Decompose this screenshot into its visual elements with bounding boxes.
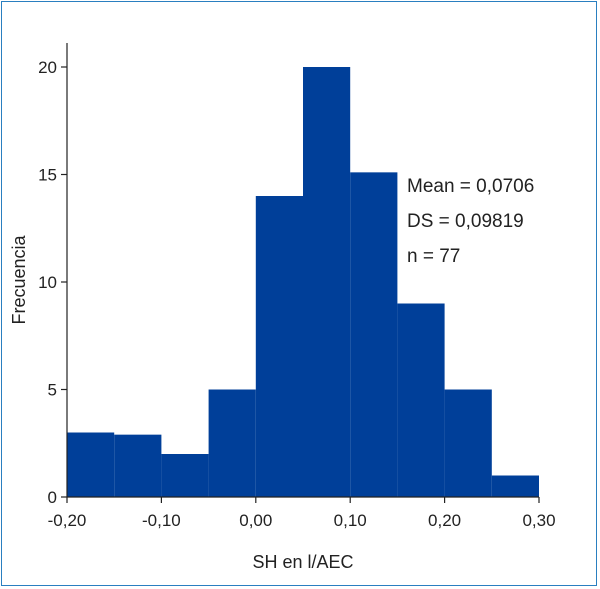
histogram-bar — [444, 389, 492, 497]
histogram-bar — [67, 432, 115, 497]
x-tick-label: -0,20 — [48, 511, 87, 530]
y-tick-label: 20 — [38, 58, 57, 77]
stat-n: n = 77 — [407, 246, 460, 267]
stat-mean: Mean = 0,0706 — [407, 176, 534, 197]
bars-group — [67, 67, 539, 497]
histogram-bar — [255, 196, 303, 497]
histogram-bar — [491, 475, 539, 497]
y-tick-label: 10 — [38, 273, 57, 292]
x-axis-title: SH en l/AEC — [252, 552, 353, 572]
histogram-bar — [114, 434, 162, 497]
x-tick-label: -0,10 — [142, 511, 181, 530]
x-tick-label: 0,00 — [239, 511, 272, 530]
y-tick-label: 0 — [48, 488, 57, 507]
stat-ds: DS = 0,09819 — [407, 211, 524, 232]
x-tick-label: 0,30 — [522, 511, 555, 530]
histogram-bar — [350, 172, 398, 497]
y-tick-label: 15 — [38, 166, 57, 185]
histogram-bar — [303, 67, 351, 497]
x-tick-label: 0,20 — [428, 511, 461, 530]
y-tick-label: 5 — [48, 381, 57, 400]
y-ticks-group: 0 5 10 15 20 — [38, 58, 67, 507]
axes-group — [66, 43, 539, 498]
histogram-bar — [161, 454, 209, 497]
histogram-bar — [208, 389, 256, 497]
histogram-bar — [397, 303, 445, 497]
x-tick-label: 0,10 — [334, 511, 367, 530]
y-axis-title: Frecuencia — [9, 234, 29, 324]
x-ticks-group: -0,20 -0,10 0,00 0,10 0,20 0,30 — [48, 497, 556, 530]
